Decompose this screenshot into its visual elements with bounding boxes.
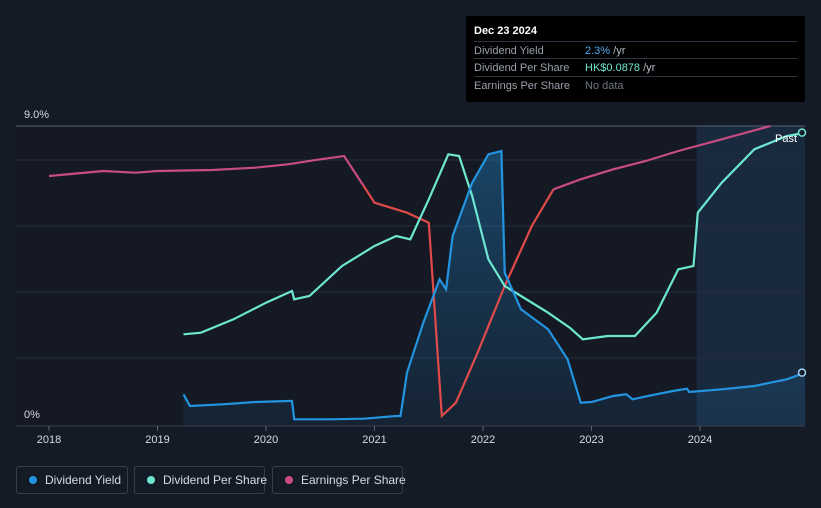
- tooltip-value: No data: [585, 80, 624, 92]
- tooltip-row-dividend-per-share: Dividend Per Share HK$0.0878 /yr: [474, 58, 797, 76]
- past-region-shade: [696, 126, 805, 426]
- x-tick-label: 2024: [688, 434, 712, 446]
- x-tick-label: 2019: [145, 434, 169, 446]
- y-tick-label-min: 0%: [24, 409, 40, 421]
- tooltip-unit: /yr: [610, 45, 626, 57]
- tooltip-value: 2.3%: [585, 45, 611, 57]
- tooltip-label: Dividend Per Share: [474, 62, 570, 74]
- legend-item-dividend-per-share[interactable]: Dividend Per Share: [134, 466, 268, 494]
- dividend-per-share-line: [183, 131, 806, 341]
- legend-dot-icon: [29, 476, 37, 484]
- x-axis-ticks: 2018 2019 2020 2021 2022 2023 2024: [37, 426, 712, 446]
- x-tick-label: 2021: [362, 434, 386, 446]
- tooltip-value: HK$0.0878: [585, 62, 641, 74]
- dividend-yield-line: [182, 149, 806, 421]
- legend-dot-icon: [147, 476, 155, 484]
- legend-label: Earnings Per Share: [301, 473, 406, 487]
- earnings-per-share-line: [48, 154, 365, 187]
- tooltip-panel: Dec 23 2024 Dividend Yield 2.3% /yr Divi…: [466, 16, 805, 102]
- x-tick-label: 2020: [254, 434, 278, 446]
- earnings-per-share-decline-line: [362, 185, 555, 419]
- legend-dot-icon: [285, 476, 293, 484]
- legend-item-dividend-yield[interactable]: Dividend Yield: [16, 466, 128, 494]
- y-tick-label-max: 9.0%: [24, 109, 49, 121]
- series-layer: [48, 124, 807, 426]
- dividend-yield-end-marker: [797, 368, 807, 377]
- x-tick-label: 2022: [471, 434, 495, 446]
- grid-lines: [16, 125, 805, 359]
- tooltip-row-dividend-yield: Dividend Yield 2.3% /yr: [474, 41, 797, 59]
- legend-label: Dividend Yield: [45, 473, 122, 487]
- legend-label: Dividend Per Share: [163, 473, 268, 487]
- tooltip-label: Dividend Yield: [474, 45, 544, 57]
- tooltip-unit: /yr: [640, 62, 656, 74]
- x-tick-label: 2018: [37, 434, 61, 446]
- tooltip-row-earnings-per-share: Earnings Per Share No data: [474, 76, 797, 94]
- earnings-per-share-line-recent: [553, 124, 771, 191]
- legend-item-earnings-per-share[interactable]: Earnings Per Share: [272, 466, 406, 494]
- past-label: Past: [775, 133, 797, 145]
- tooltip-date: Dec 23 2024: [474, 25, 537, 37]
- tooltip-label: Earnings Per Share: [474, 80, 570, 92]
- dividend-per-share-end-marker: [797, 128, 807, 137]
- dividend-yield-area: [183, 151, 806, 426]
- x-tick-label: 2023: [579, 434, 603, 446]
